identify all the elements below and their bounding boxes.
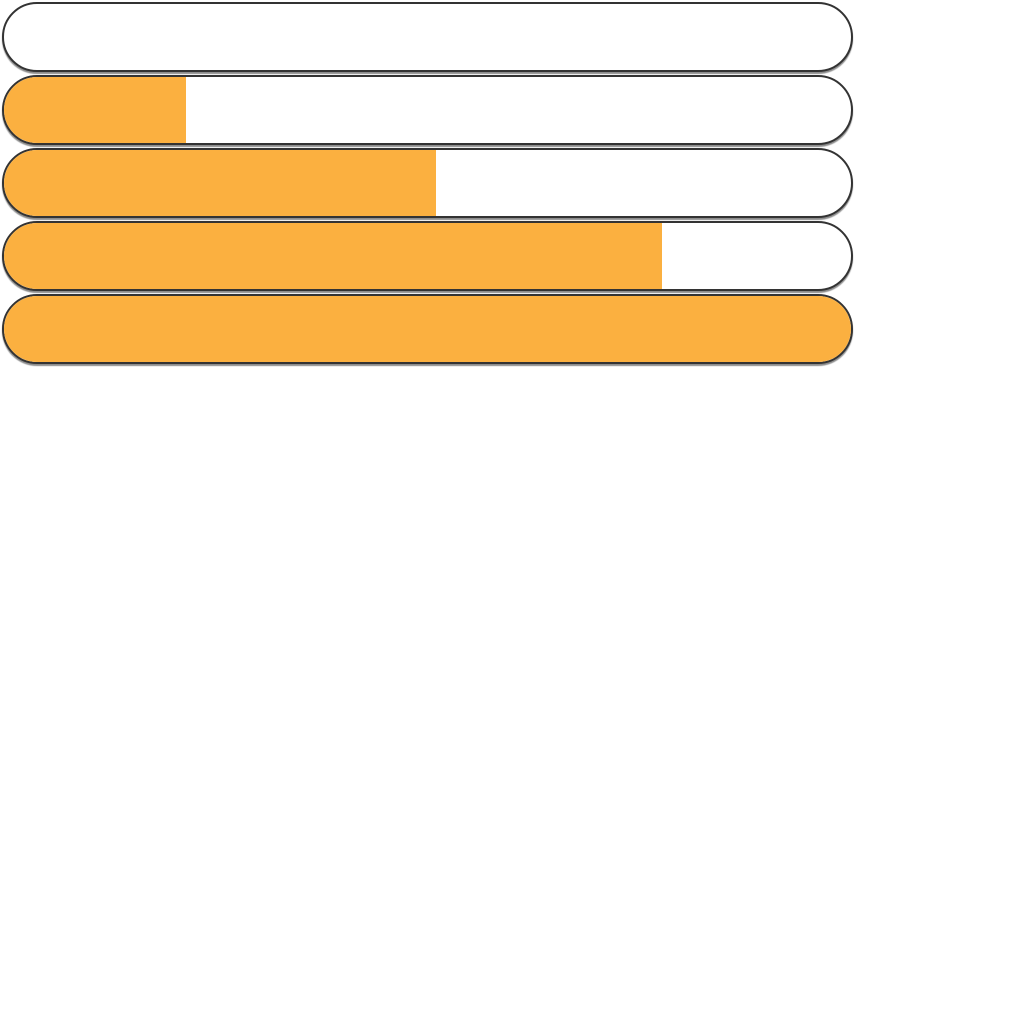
progress-fill: [4, 77, 187, 143]
progress-bar-4: [2, 221, 853, 291]
progress-bar-2: [2, 75, 853, 145]
progress-fill: [4, 223, 663, 289]
progress-bar-3: [2, 148, 853, 218]
progress-fill: [4, 150, 436, 216]
progress-bar-5: [2, 294, 853, 364]
progress-bar-1: [2, 2, 853, 72]
progress-fill: [4, 296, 851, 362]
progress-bar-list: [2, 2, 853, 367]
